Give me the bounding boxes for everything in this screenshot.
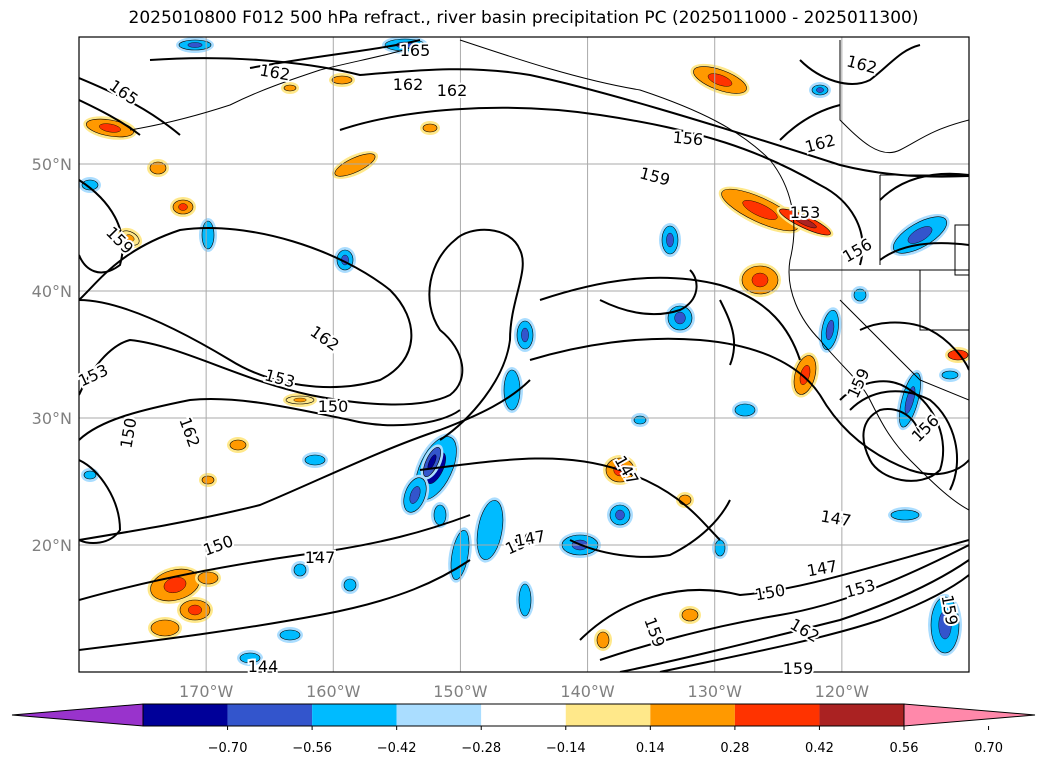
colorbar-tick-label: 0.14 [636,741,665,756]
pc-contour-fill [947,349,969,361]
pc-contour-fill [81,179,99,191]
colorbar-segment [227,704,313,726]
pc-contour-core [907,226,933,244]
pc-contour-core [187,42,203,48]
pc-contour-fill [150,619,180,637]
colorbar-segment [819,704,904,726]
pc-contour-fill [197,571,219,585]
pc-contour-fill [239,652,261,664]
pc-contour-fill [229,439,247,451]
contour-label: 162 [437,81,468,100]
pc-contour-fill [890,509,920,521]
contour-label: 156 [672,128,704,150]
pc-contour-core [707,73,733,87]
lon-label: 120°W [815,682,870,701]
pc-contour-fill [201,475,215,485]
pc-contour-core [99,123,121,133]
colorbar-extend-right [903,703,1036,727]
colorbar-tick-label: 0.42 [805,741,834,756]
pc-contour-core [742,200,778,220]
graticule [79,37,969,672]
colorbar-segment [312,704,397,726]
pc-contour-core [674,311,686,325]
longitude-labels: 170°W 160°W 150°W 140°W 130°W 120°W [179,682,869,701]
pc-contour-fill [83,470,97,480]
colorbar-tick-label: −0.70 [208,741,248,756]
pc-contour-core [751,272,769,288]
pc-contour-fill [678,494,692,506]
pc-contour-fill [279,629,301,641]
lat-label: 20°N [32,536,72,555]
colorbar-segment [650,704,735,726]
latitude-labels: 50°N 40°N 30°N 20°N [32,155,72,555]
contour-label: 144 [248,657,279,676]
pc-contour-fill [343,578,357,592]
pc-contour-core [816,87,824,93]
colorbar-tick-label: −0.14 [546,741,586,756]
pc-contour-core [666,232,674,248]
pc-contour-fill [853,288,867,302]
pc-contour-fill [283,84,297,92]
pc-contour-fill [596,631,610,649]
lon-label: 170°W [179,682,234,701]
pc-contour-core [409,486,421,504]
colorbar-segment [396,704,482,726]
coastlines [129,39,969,511]
pc-contour-core [521,327,529,343]
height-contours [79,39,969,672]
contour-label: 150 [116,416,140,449]
colorbar-tick-label: −0.42 [377,741,417,756]
colorbar-segment [143,704,228,726]
pc-contour-fill [633,415,647,425]
colorbar-tick-label: −0.28 [461,741,501,756]
colorbar-segment [481,704,566,726]
colorbar-segment [734,704,820,726]
pc-contour-fill [293,563,307,577]
pc-contour-fill [714,539,726,557]
pc-contour-core [825,319,835,341]
pc-contour-core [938,610,952,640]
map-title: 2025010800 F012 500 hPa refract., river … [128,8,919,28]
pc-contour-fill [941,370,959,380]
lon-label: 150°W [433,682,488,701]
pc-contour-core [293,397,307,403]
pc-contour-core [178,203,188,211]
contour-label: 159 [783,659,814,678]
pc-contour-fill [201,220,215,250]
colorbar-tick-label: 0.28 [720,741,749,756]
pc-contour-fill [734,403,756,417]
contour-label: 150 [318,397,349,416]
pc-contour-fill [433,504,447,526]
pc-contour-fill [334,153,376,177]
precip-pc-shading [79,37,969,666]
pc-contour-fill [422,123,438,133]
colorbar-extend-left [11,703,144,727]
map-frame [78,36,970,673]
pc-contour-core [188,604,202,616]
pc-contour-fill [681,608,699,622]
lat-label: 30°N [32,409,72,428]
lon-label: 160°W [306,682,361,701]
colorbar-segment [565,704,651,726]
contour-label: 147 [305,548,336,567]
lon-label: 140°W [560,682,615,701]
contour-label: 165 [400,41,431,60]
contour-label: 162 [393,75,424,94]
pc-contour-fill [304,454,326,466]
colorbar-frame [142,703,905,727]
pc-contour-core [125,234,135,242]
pc-contour-fill [331,75,353,85]
pc-contour-fill [149,161,167,175]
colorbar-tick-label: 0.56 [890,741,919,756]
pc-contour-core [615,509,625,521]
lat-label: 40°N [32,282,72,301]
colorbar: −0.70 −0.56 −0.42 −0.28 −0.14 0.14 0.28 0.42 0.5… [11,703,1036,756]
colorbar-tick-label: −0.56 [292,741,332,756]
contour-label: 153 [790,203,821,222]
lat-label: 50°N [32,155,72,174]
colorbar-tick-label: 0.70 [974,741,1003,756]
lon-label: 130°W [688,682,743,701]
pc-contour-fill [518,583,532,617]
